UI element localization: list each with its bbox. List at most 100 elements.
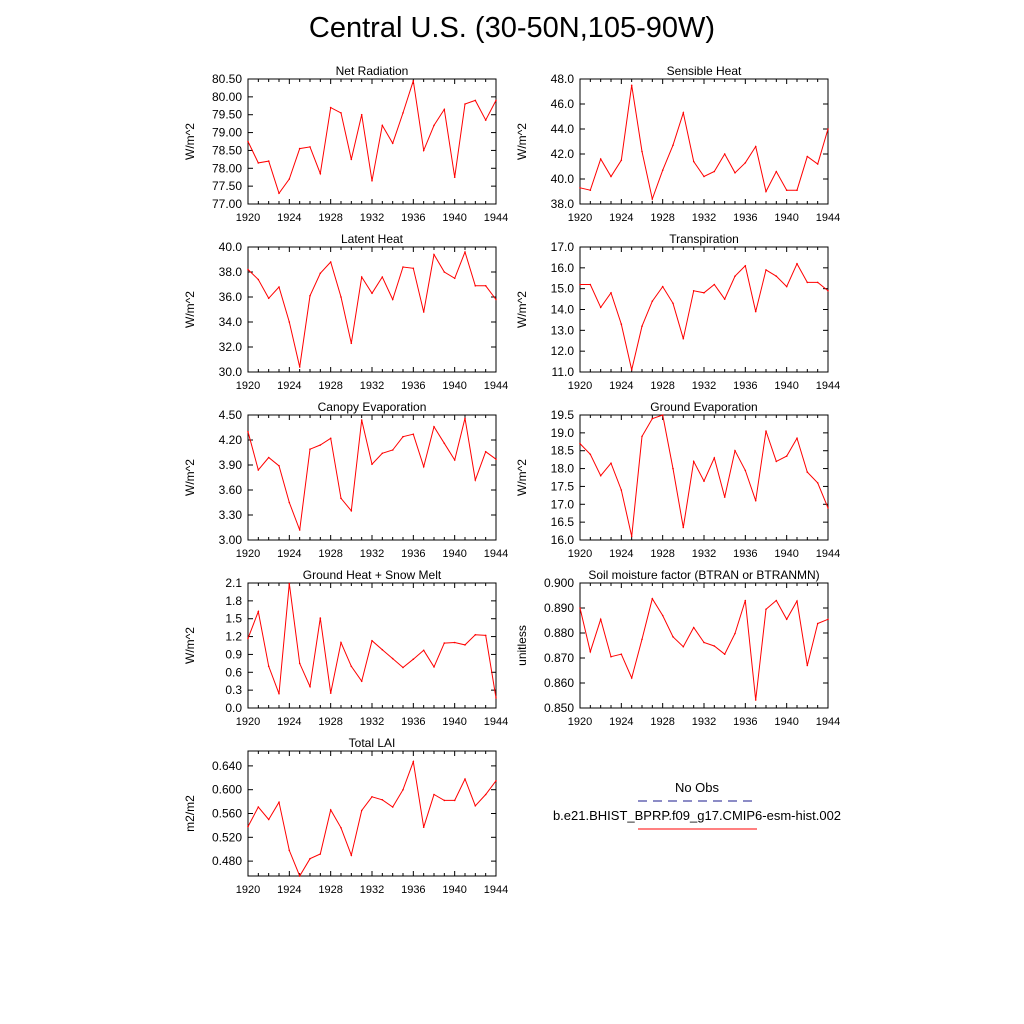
data-point — [402, 666, 404, 669]
x-tick-label: 1928 — [650, 716, 674, 728]
data-point — [288, 321, 291, 323]
legend-model-label: b.e21.BHIST_BPRP.f09_g17.CMIP6-esm-hist.… — [553, 808, 841, 823]
data-point — [672, 467, 674, 470]
data-point — [433, 425, 435, 428]
series-line — [247, 80, 497, 195]
data-point — [422, 311, 425, 313]
y-tick-label: 0.860 — [544, 676, 574, 690]
data-point — [453, 641, 456, 644]
data-point — [402, 266, 404, 268]
x-tick-label: 1940 — [774, 212, 798, 224]
data-point — [682, 112, 685, 114]
y-tick-label: 44.0 — [551, 122, 575, 136]
data-point — [453, 799, 456, 802]
data-point — [309, 857, 311, 860]
data-point — [267, 297, 270, 300]
data-point — [247, 637, 249, 640]
x-tick-label: 1924 — [277, 380, 301, 392]
y-tick-label: 16.0 — [551, 261, 575, 275]
data-point — [495, 298, 497, 301]
y-tick-label: 3.90 — [219, 458, 243, 472]
y-tick-label: 1.8 — [225, 594, 242, 608]
data-point — [630, 84, 633, 87]
data-point — [319, 172, 322, 175]
data-point — [391, 806, 394, 808]
data-point — [661, 614, 664, 617]
y-tick-label: 18.0 — [551, 462, 575, 476]
data-point — [754, 699, 757, 701]
data-point — [827, 618, 829, 621]
plot-frame — [247, 582, 497, 709]
x-tick-label: 1944 — [816, 716, 840, 728]
x-tick-label: 1924 — [277, 884, 301, 896]
y-axis-label: W/m^2 — [515, 291, 529, 328]
panel-4: Transpiration W/m^2 1920 1924 1928 1932 1936 19… — [515, 232, 840, 392]
data-point — [340, 641, 342, 644]
data-point — [453, 277, 456, 280]
x-tick-label: 1924 — [609, 716, 633, 728]
x-tick-label: 1932 — [692, 212, 716, 224]
data-point — [484, 634, 487, 637]
data-point — [350, 854, 353, 856]
data-point — [744, 162, 747, 164]
data-point — [433, 253, 435, 256]
data-point — [754, 310, 757, 313]
data-point — [443, 799, 446, 802]
y-tick-label: 0.520 — [212, 830, 242, 844]
data-point — [682, 337, 685, 340]
y-tick-label: 0.9 — [225, 647, 242, 661]
data-point — [350, 665, 353, 668]
data-point — [422, 465, 425, 468]
y-tick-label: 0.890 — [544, 601, 574, 615]
y-tick-label: 1.2 — [225, 630, 242, 644]
y-tick-label: 14.0 — [551, 303, 575, 317]
data-point — [422, 149, 425, 152]
data-point — [692, 290, 695, 292]
series-line — [579, 85, 829, 201]
data-point — [360, 419, 363, 421]
data-point — [309, 295, 311, 297]
data-point — [589, 453, 592, 456]
series-line — [247, 759, 497, 878]
x-tick-label: 1940 — [442, 884, 466, 896]
data-point — [464, 417, 466, 420]
data-point — [765, 430, 767, 432]
data-point — [412, 80, 415, 82]
x-tick-label: 1932 — [360, 212, 384, 224]
data-point — [474, 285, 477, 287]
y-tick-label: 78.00 — [212, 161, 242, 175]
data-point — [599, 618, 602, 621]
data-point — [734, 172, 736, 174]
data-point — [464, 778, 466, 780]
data-point — [827, 128, 829, 130]
data-point — [713, 283, 716, 286]
data-point — [247, 268, 249, 271]
data-point — [620, 323, 623, 325]
data-point — [641, 150, 643, 153]
data-point — [288, 178, 291, 180]
legend: No Obs b.e21.BHIST_BPRP.f09_g17.CMIP6-es… — [553, 780, 841, 830]
y-tick-label: 2.1 — [225, 576, 242, 590]
data-point — [806, 281, 809, 284]
data-point — [484, 285, 487, 287]
y-tick-label: 0.600 — [212, 783, 242, 797]
data-point — [288, 582, 291, 585]
x-tick-label: 1920 — [568, 716, 592, 728]
y-tick-label: 12.0 — [551, 344, 575, 358]
x-tick-label: 1932 — [692, 380, 716, 392]
panel-title: Net Radiation — [336, 64, 409, 78]
y-tick-label: 3.60 — [219, 483, 243, 497]
data-point — [433, 124, 435, 127]
x-tick-label: 1928 — [318, 380, 342, 392]
y-tick-label: 78.50 — [212, 143, 242, 157]
data-point — [267, 818, 270, 821]
data-point — [589, 650, 592, 653]
data-point — [775, 275, 778, 278]
data-point — [360, 680, 363, 682]
data-point — [827, 507, 829, 509]
y-tick-label: 19.0 — [551, 426, 575, 440]
y-tick-label: 17.0 — [551, 240, 575, 254]
x-tick-label: 1936 — [401, 884, 425, 896]
data-point — [599, 158, 602, 160]
data-point — [350, 510, 353, 512]
